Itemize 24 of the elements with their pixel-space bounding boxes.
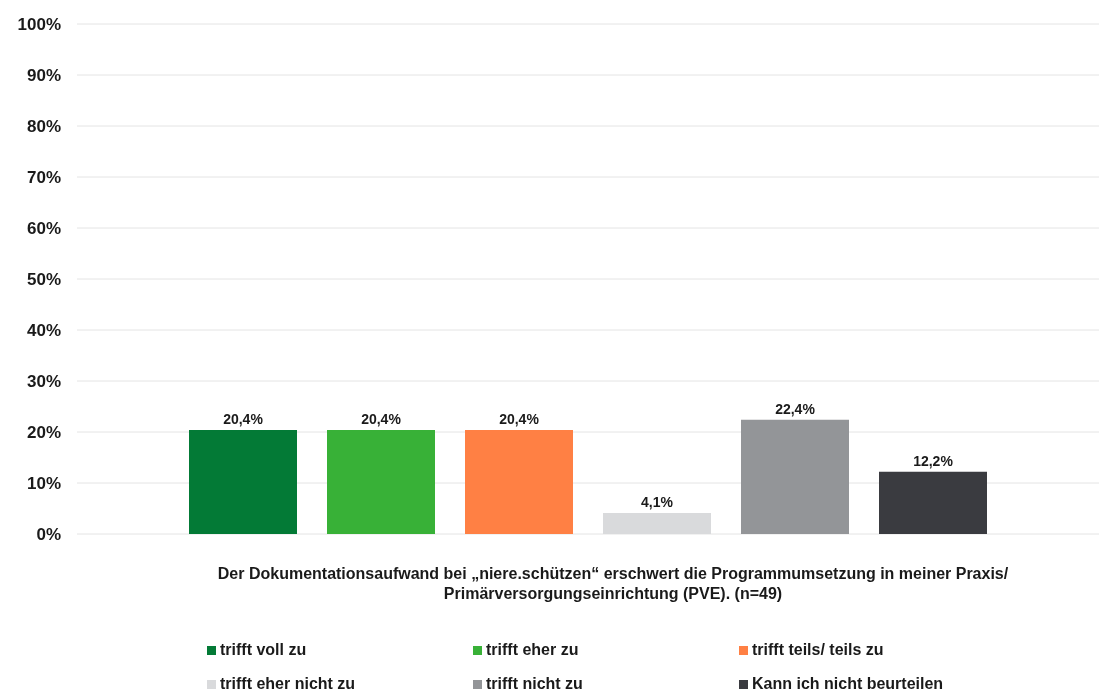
data-label: 20,4% <box>499 410 540 427</box>
legend-label: trifft eher zu <box>486 641 579 659</box>
y-tick-label: 20% <box>26 423 61 443</box>
data-label: 20,4% <box>361 410 402 427</box>
y-tick-label: 80% <box>26 117 61 137</box>
data-label: 4,1% <box>641 494 674 511</box>
y-tick-label: 10% <box>26 474 61 494</box>
y-tick-label: 40% <box>26 321 61 341</box>
legend-label: trifft teils/ teils zu <box>752 641 884 659</box>
data-label: 20,4% <box>223 410 264 427</box>
y-tick-label: 50% <box>26 270 61 290</box>
legend-label: trifft voll zu <box>220 641 307 659</box>
legend-label: trifft eher nicht zu <box>220 675 356 693</box>
legend-label: trifft nicht zu <box>486 675 583 693</box>
y-tick-label: 60% <box>26 219 61 239</box>
data-label: 12,2% <box>913 452 954 469</box>
y-tick-label: 90% <box>26 66 61 86</box>
x-axis-title: Der Dokumentationsaufwand bei „niere.schützen“ erschwert die Programmumsetzung in meiner Praxis/ Primärversorgungseinrichtung (PVE). (n=49) <box>216 564 1010 604</box>
y-tick-label: 0% <box>36 525 61 545</box>
data-label: 22,4% <box>775 400 816 417</box>
y-tick-label: 30% <box>26 372 61 392</box>
y-tick-label: 100% <box>17 15 61 35</box>
y-tick-label: 70% <box>26 168 61 188</box>
legend-label: Kann ich nicht beurteilen <box>752 675 944 693</box>
